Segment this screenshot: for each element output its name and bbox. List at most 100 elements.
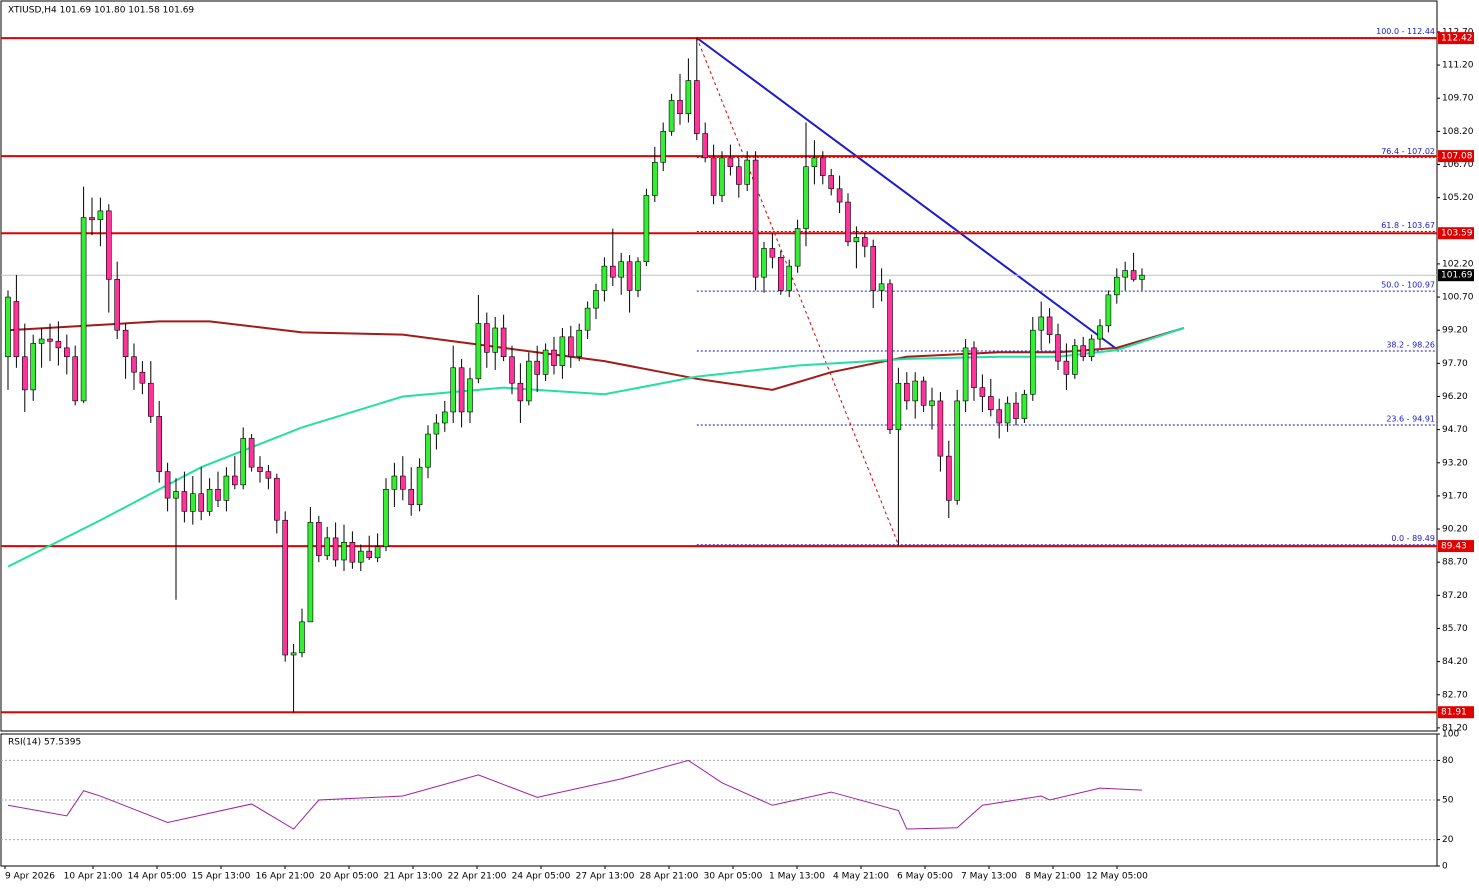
y-tick-label: 81.20: [1442, 723, 1468, 733]
candle-body: [1097, 325, 1103, 340]
candle-body: [315, 522, 322, 556]
candle-body: [156, 416, 162, 472]
candle-body: [727, 157, 734, 168]
candle-body: [702, 133, 709, 159]
candle-body: [181, 491, 188, 512]
candle-body: [744, 159, 751, 185]
candle-body: [38, 338, 45, 344]
candle-body: [618, 261, 625, 278]
candle-body: [55, 340, 62, 349]
fib-label: 23.6 - 94.91: [1386, 414, 1435, 423]
y-tick-label: 84.20: [1442, 657, 1468, 667]
candle-body: [190, 493, 196, 512]
candle-body: [164, 471, 171, 499]
candle-body: [517, 382, 524, 402]
x-tick-label: 12 May 05:00: [1086, 872, 1148, 882]
candle-body: [198, 493, 204, 512]
candle-body: [114, 279, 120, 331]
candle-body: [391, 475, 398, 490]
x-tick-label: 22 Apr 21:00: [448, 872, 507, 882]
candle-body: [819, 157, 826, 176]
candle-body: [1080, 345, 1086, 358]
candle-body: [971, 347, 977, 388]
candle-body: [349, 542, 356, 563]
current-price-box: [1438, 269, 1474, 282]
candle-body: [425, 433, 431, 468]
candle-body: [282, 519, 289, 656]
rsi-tick-label: 100: [1442, 730, 1459, 740]
candle-body: [299, 621, 305, 654]
candle-body: [987, 396, 994, 411]
candle-body: [609, 265, 616, 278]
candle-body: [576, 329, 583, 358]
candle-body: [551, 349, 557, 366]
chart-title: XTIUSD,H4 101.69 101.80 101.58 101.69: [8, 6, 194, 16]
fib-label: 61.8 - 103.67: [1381, 221, 1435, 230]
candle-body: [626, 261, 633, 291]
candle-body: [5, 296, 11, 358]
y-tick-label: 97.70: [1442, 359, 1468, 369]
candle-body: [324, 537, 331, 556]
level-label: 81.91: [1441, 708, 1467, 718]
candle-body: [290, 652, 297, 656]
x-tick-label: 28 Apr 21:00: [640, 872, 699, 882]
candle-body: [374, 546, 381, 559]
y-tick-label: 106.70: [1442, 160, 1474, 170]
candle-body: [357, 550, 364, 563]
candle-body: [635, 261, 641, 291]
candle-body: [206, 488, 213, 512]
fib-diagonal: [696, 37, 899, 545]
x-tick-label: 7 May 13:00: [961, 872, 1017, 882]
candle-body: [307, 522, 314, 623]
candle-body: [1013, 402, 1019, 419]
candle-body: [677, 100, 683, 114]
y-tick-label: 99.20: [1442, 326, 1468, 336]
candle-body: [828, 175, 835, 190]
y-tick-label: 111.20: [1442, 61, 1474, 71]
candle-body: [475, 323, 482, 380]
candle-body: [106, 210, 112, 280]
candle-body: [458, 367, 465, 413]
candle-body: [836, 188, 843, 203]
candle-body: [845, 201, 851, 243]
y-tick-label: 100.70: [1442, 293, 1474, 303]
candle-body: [945, 455, 952, 501]
candle-body: [332, 537, 339, 561]
x-tick-label: 6 May 05:00: [897, 872, 953, 882]
y-tick-label: 109.70: [1442, 94, 1474, 104]
candle-body: [853, 237, 860, 243]
candle-body: [1072, 345, 1078, 375]
candle-body: [929, 400, 935, 406]
x-tick-label: 8 May 21:00: [1025, 872, 1081, 882]
candle-body: [752, 159, 759, 278]
level-box: [1438, 706, 1474, 719]
candle-body: [408, 488, 415, 506]
candle-body: [962, 347, 969, 402]
candle-body: [685, 80, 692, 114]
level-box: [1438, 540, 1474, 553]
candle-body: [232, 475, 238, 486]
candle-body: [416, 466, 423, 506]
candle-body: [64, 347, 70, 358]
candle-body: [265, 471, 272, 479]
candle-body: [735, 166, 742, 185]
candle-body: [1130, 270, 1137, 280]
level-box: [1438, 150, 1474, 163]
candle-body: [861, 237, 868, 247]
candle-body: [1038, 316, 1044, 331]
candle-body: [13, 301, 20, 358]
candle-body: [1055, 334, 1061, 362]
y-tick-label: 85.70: [1442, 624, 1468, 634]
fib-label: 0.0 - 89.49: [1391, 534, 1435, 543]
candle-body: [525, 360, 532, 402]
fib-label: 38.2 - 98.26: [1386, 340, 1435, 349]
candle-body: [719, 157, 725, 196]
candle-body: [794, 228, 801, 267]
x-tick-label: 30 Apr 05:00: [704, 872, 763, 882]
candle-body: [668, 100, 675, 132]
candle-body: [509, 356, 515, 384]
y-tick-label: 105.20: [1442, 193, 1474, 203]
candle-body: [483, 323, 490, 353]
candle-body: [72, 356, 78, 402]
